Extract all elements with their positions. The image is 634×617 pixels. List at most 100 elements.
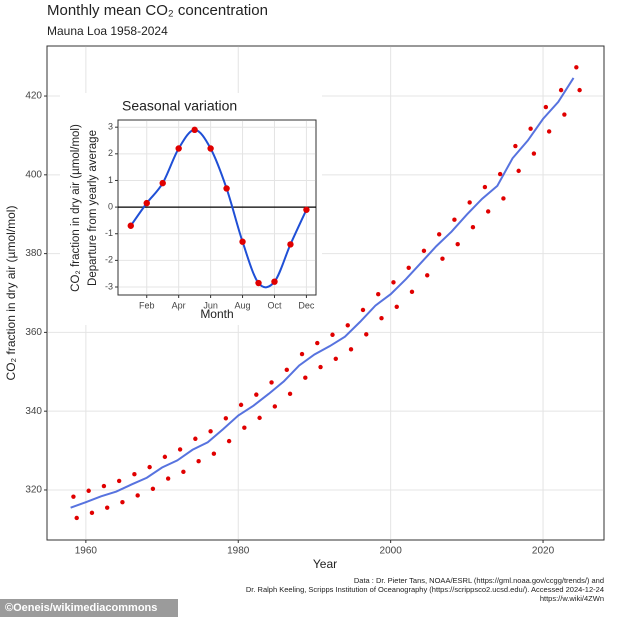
data-point <box>558 87 564 93</box>
y-tick-label: 420 <box>25 91 42 102</box>
data-point <box>482 184 488 190</box>
data-point <box>455 241 460 247</box>
x-tick-label: 2020 <box>532 546 555 557</box>
y-tick-label: -3 <box>105 281 113 291</box>
y-tick-label: 1 <box>108 175 113 185</box>
data-point <box>132 472 137 477</box>
x-tick-label: Apr <box>172 300 186 310</box>
data-point <box>150 486 156 491</box>
data-point <box>543 104 549 110</box>
inset-y-label: Departure from yearly average <box>87 130 99 286</box>
y-axis-label: CO₂ fraction in dry air (µmol/mol) <box>4 206 18 381</box>
data-point <box>238 402 244 408</box>
data-point <box>89 510 95 516</box>
data-point <box>303 375 308 380</box>
data-point <box>208 429 213 434</box>
inset-y-label: CO₂ fraction in dry air (µmol/mol) <box>70 124 82 292</box>
seasonal-point <box>191 126 198 134</box>
inset-title: Seasonal variation <box>122 98 237 114</box>
data-point <box>196 459 201 464</box>
data-point <box>269 380 274 385</box>
data-point <box>181 469 186 475</box>
y-tick-label: 360 <box>25 327 42 338</box>
data-point <box>501 196 506 201</box>
y-tick-label: 320 <box>25 485 42 496</box>
y-tick-label: 2 <box>108 148 113 158</box>
seasonal-point <box>239 238 246 245</box>
data-point <box>211 451 217 456</box>
data-point <box>177 447 183 452</box>
data-point <box>284 367 289 373</box>
data-point <box>242 425 247 430</box>
data-point <box>86 488 91 493</box>
inset-x-label: Month <box>200 307 233 321</box>
data-point <box>165 476 171 481</box>
data-point <box>272 404 278 409</box>
data-point <box>257 415 262 421</box>
data-point <box>562 112 567 117</box>
data-point <box>452 217 457 222</box>
data-point <box>516 168 521 174</box>
data-point <box>299 351 305 357</box>
data-point <box>531 151 537 156</box>
y-tick-label: 400 <box>25 169 42 180</box>
y-tick-label: 3 <box>108 122 113 132</box>
chart-title: Monthly mean CO₂ concentration <box>47 2 268 19</box>
data-point <box>348 347 354 352</box>
plot-border <box>46 45 605 541</box>
x-tick-label: Aug <box>235 300 251 310</box>
data-point <box>513 143 518 149</box>
x-tick-label: Oct <box>267 300 282 310</box>
data-point <box>360 307 366 313</box>
data-point <box>162 454 168 460</box>
data-point <box>101 483 107 489</box>
seasonal-point <box>127 222 134 229</box>
seasonal-point <box>303 206 310 213</box>
x-tick-label: Jun <box>203 300 218 310</box>
data-point <box>254 392 259 397</box>
data-point <box>74 515 79 521</box>
data-point <box>409 289 415 295</box>
data-point <box>330 332 335 337</box>
data-point <box>577 87 582 93</box>
credit-background <box>0 599 178 617</box>
data-point <box>546 129 552 134</box>
data-point <box>467 200 472 205</box>
credit: ©Oeneis/wikimediacommons <box>5 602 157 614</box>
data-point <box>391 280 396 285</box>
data-point <box>436 232 442 237</box>
data-point <box>485 209 491 214</box>
seasonal-point <box>223 185 230 192</box>
data-point <box>470 225 476 230</box>
chart-subtitle: Mauna Loa 1958-2024 <box>47 24 168 38</box>
seasonal-point <box>175 145 182 152</box>
data-point <box>287 391 293 397</box>
data-point <box>497 171 503 177</box>
data-point <box>345 323 350 328</box>
data-point <box>116 478 122 484</box>
data-point <box>147 464 152 470</box>
data-point <box>318 364 323 370</box>
y-tick-label: -2 <box>105 255 113 265</box>
x-tick-label: 1980 <box>227 546 250 557</box>
source-note: Dr. Ralph Keeling, Scripps Institution o… <box>246 585 604 594</box>
seasonal-point <box>271 278 278 285</box>
source-note: https://w.wiki/4ZWn <box>540 594 604 603</box>
data-point <box>104 505 110 510</box>
data-point <box>421 248 427 254</box>
x-tick-label: Feb <box>139 300 155 310</box>
data-point <box>193 436 198 441</box>
data-point <box>315 340 320 346</box>
source-note: Data : Dr. Pieter Tans, NOAA/ESRL (https… <box>354 576 604 585</box>
seasonal-point <box>207 145 214 152</box>
data-point <box>364 332 369 337</box>
data-point <box>406 265 411 270</box>
data-point <box>574 65 579 70</box>
y-tick-label: 380 <box>25 248 42 259</box>
data-point <box>71 494 76 499</box>
seasonal-point <box>255 279 262 287</box>
y-tick-label: 340 <box>25 406 42 417</box>
data-point <box>379 316 384 321</box>
x-tick-label: 2000 <box>380 546 403 557</box>
